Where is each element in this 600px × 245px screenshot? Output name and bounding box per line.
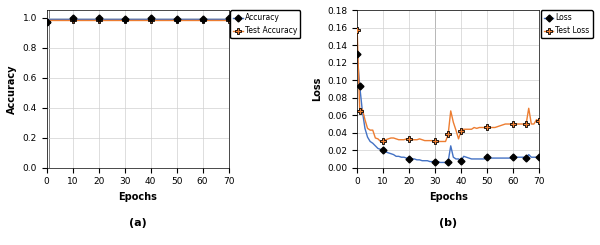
Y-axis label: Accuracy: Accuracy [7,64,17,114]
Legend: Accuracy, Test Accuracy: Accuracy, Test Accuracy [230,11,301,38]
X-axis label: Epochs: Epochs [428,192,467,202]
Legend: Loss, Test Loss: Loss, Test Loss [541,11,593,38]
Text: (a): (a) [129,218,146,228]
Text: (b): (b) [439,218,457,228]
Y-axis label: Loss: Loss [312,77,322,101]
X-axis label: Epochs: Epochs [118,192,157,202]
